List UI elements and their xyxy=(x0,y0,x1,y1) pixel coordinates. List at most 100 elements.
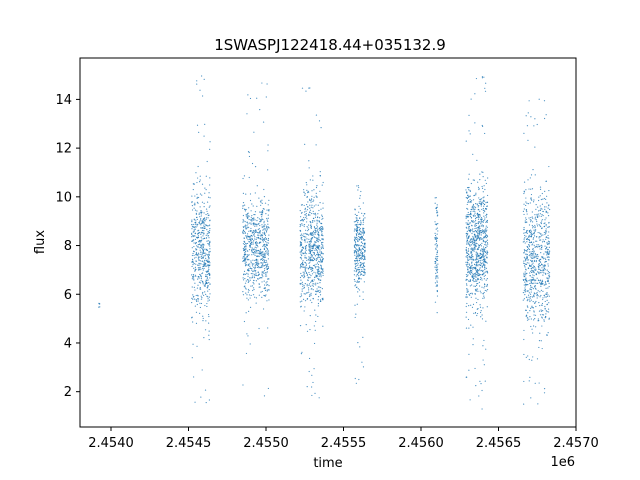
data-point xyxy=(477,235,479,238)
data-point xyxy=(200,218,202,220)
data-point xyxy=(265,264,267,266)
data-point xyxy=(358,244,360,246)
data-point xyxy=(478,202,480,205)
data-point xyxy=(265,231,268,233)
data-point xyxy=(194,305,196,307)
data-point xyxy=(525,201,527,203)
data-point xyxy=(482,246,485,248)
data-point xyxy=(540,222,542,224)
data-point xyxy=(305,249,307,251)
data-point xyxy=(483,236,485,238)
data-point xyxy=(200,274,202,276)
data-point xyxy=(547,215,550,217)
data-point xyxy=(468,236,470,238)
data-point xyxy=(528,251,531,253)
data-point xyxy=(312,298,314,300)
data-point xyxy=(262,121,265,123)
data-point xyxy=(477,206,479,208)
data-point xyxy=(193,276,195,278)
data-point xyxy=(465,197,467,199)
data-point xyxy=(207,272,210,274)
data-point xyxy=(255,247,257,249)
data-point xyxy=(469,215,472,218)
data-point xyxy=(192,321,194,323)
data-point xyxy=(524,285,527,287)
data-point xyxy=(204,252,206,254)
data-point xyxy=(251,220,253,222)
data-point xyxy=(317,263,320,266)
data-point xyxy=(309,179,311,181)
data-point xyxy=(435,285,437,287)
data-point xyxy=(480,311,482,314)
data-point xyxy=(249,238,251,240)
data-point xyxy=(319,229,321,231)
data-point xyxy=(541,325,543,327)
data-point xyxy=(261,290,263,293)
data-point xyxy=(528,224,531,226)
data-point xyxy=(436,276,438,278)
data-point xyxy=(358,186,360,189)
data-point xyxy=(484,380,486,382)
data-point xyxy=(545,287,547,289)
data-point xyxy=(475,284,478,287)
data-point xyxy=(481,389,483,392)
data-point xyxy=(475,269,477,271)
data-point xyxy=(481,318,484,320)
data-point xyxy=(264,255,266,257)
data-point xyxy=(193,229,195,231)
data-point xyxy=(261,273,263,275)
data-point xyxy=(357,240,359,243)
data-point xyxy=(537,206,539,208)
data-point xyxy=(472,153,474,155)
data-point xyxy=(320,260,322,262)
data-point xyxy=(524,271,526,273)
data-point xyxy=(320,276,322,278)
data-point xyxy=(260,255,262,257)
data-point xyxy=(466,252,469,254)
data-point xyxy=(541,256,543,258)
data-point xyxy=(436,265,438,267)
data-point xyxy=(523,252,525,254)
y-tick-label: 4 xyxy=(64,336,72,351)
data-point xyxy=(322,241,324,244)
data-point xyxy=(485,216,488,218)
data-point xyxy=(534,382,536,384)
data-point xyxy=(526,202,528,204)
data-point xyxy=(482,191,484,193)
data-point xyxy=(200,246,202,249)
data-point xyxy=(482,345,484,347)
data-point xyxy=(531,328,533,330)
data-point xyxy=(474,230,477,232)
data-point xyxy=(473,247,475,249)
data-point xyxy=(468,229,470,231)
data-point xyxy=(356,217,358,219)
data-point xyxy=(472,240,474,242)
data-point xyxy=(264,245,266,247)
data-point xyxy=(480,258,482,260)
data-point xyxy=(322,246,324,248)
data-point xyxy=(480,222,482,225)
data-point xyxy=(310,260,312,262)
data-point xyxy=(314,228,317,230)
data-point xyxy=(466,289,468,291)
data-point xyxy=(255,270,257,272)
data-point xyxy=(202,232,204,234)
data-point xyxy=(311,238,313,240)
data-point xyxy=(250,216,252,218)
data-point xyxy=(322,325,324,327)
data-point xyxy=(528,244,531,246)
data-point xyxy=(209,141,211,143)
data-point xyxy=(534,174,536,176)
data-point xyxy=(259,231,261,234)
data-point xyxy=(546,299,548,301)
data-point xyxy=(310,256,312,258)
data-point xyxy=(254,238,256,240)
data-point xyxy=(472,205,475,207)
data-point xyxy=(470,244,473,246)
data-point xyxy=(197,244,199,246)
data-point xyxy=(483,231,485,233)
data-point xyxy=(203,221,205,223)
data-point xyxy=(466,240,468,243)
data-point xyxy=(201,201,204,203)
data-point xyxy=(196,225,198,227)
